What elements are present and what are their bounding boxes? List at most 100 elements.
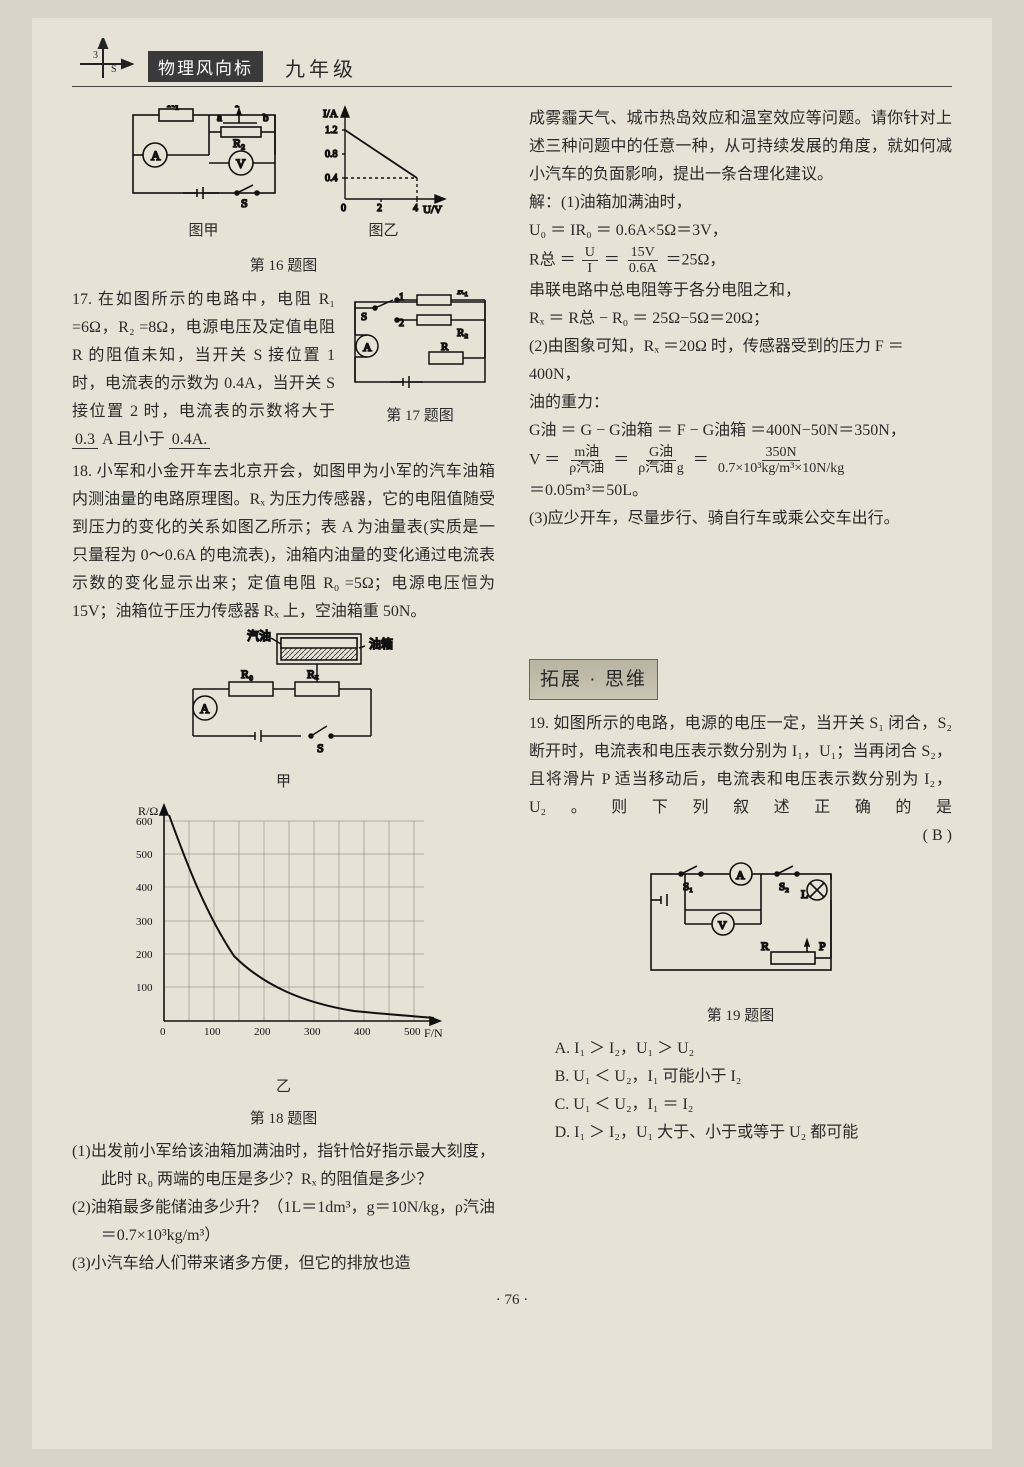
sol-l4: 串联电路中总电阻等于各分电阻之和， xyxy=(529,277,952,305)
svg-text:0.4: 0.4 xyxy=(325,173,338,184)
fig16-chart: I/A U/V 1.2 0.8 0.4 0 2 4 xyxy=(319,105,449,250)
q18-s1: (1)出发前小军给该油箱加满油时，指针恰好指示最大刻度，此时 R₀ 两端的电压是… xyxy=(101,1138,495,1194)
svg-text:b: b xyxy=(263,112,269,124)
svg-text:A: A xyxy=(151,148,161,163)
svg-text:0.8: 0.8 xyxy=(325,149,338,160)
grade-label: 九年级 xyxy=(277,53,357,82)
sol-l5: Rₓ ＝ R总 − R₀ ＝ 25Ω−5Ω＝20Ω； xyxy=(529,305,952,333)
sol-l10: ＝0.05m³＝50L。 xyxy=(529,477,952,505)
svg-text:S: S xyxy=(241,196,248,210)
q19: 19. 如图所示的电路，电源的电压一定，当开关 S₁ 闭合，S₂ 断开时，电流表… xyxy=(529,710,952,860)
q19-opt-d: D. I₁ ＞ I₂，U₁ 大于、小于或等于 U₂ 都可能 xyxy=(555,1119,952,1147)
q19-opt-b: B. U₁ ＜ U₂，I₁ 可能小于 I₂ xyxy=(555,1063,952,1091)
page-number: · 76 · xyxy=(72,1292,952,1309)
content-columns: R₁ a b P R₂ xyxy=(72,105,952,1278)
svg-text:400: 400 xyxy=(136,882,153,894)
svg-text:A: A xyxy=(736,868,745,882)
q17-blank2: 0.4A. xyxy=(169,431,211,449)
fig19: A S₁ S₂ L V R P xyxy=(529,860,952,1029)
svg-text:R₂: R₂ xyxy=(457,327,468,339)
svg-text:3: 3 xyxy=(93,50,98,61)
svg-text:R₀: R₀ xyxy=(241,667,253,681)
svg-text:500: 500 xyxy=(136,849,153,861)
svg-text:R₁: R₁ xyxy=(457,290,468,297)
section-heading: 拓展 · 思维 xyxy=(529,659,658,700)
svg-text:A: A xyxy=(200,701,210,716)
fig18-top-cap: 甲 xyxy=(72,769,495,795)
svg-text:油箱: 油箱 xyxy=(369,636,393,651)
q17-mid: A 且小于 xyxy=(102,431,165,448)
right-column: 成雾霾天气、城市热岛效应和温室效应等问题。请你针对上述三种问题中的任意一种，从可… xyxy=(529,105,952,1278)
svg-text:0: 0 xyxy=(341,203,346,214)
sol-l7: 油的重力： xyxy=(529,389,952,417)
q19-options: A. I₁ ＞ I₂，U₁ ＞ U₂ B. U₁ ＜ U₂，I₁ 可能小于 I₂… xyxy=(529,1035,952,1147)
sol-l8: G油 ＝ G − G油箱 ＝ F − G油箱 ＝400N−50N＝350N， xyxy=(529,417,952,445)
svg-text:R₂: R₂ xyxy=(233,136,245,150)
q19-opt-c: C. U₁ ＜ U₂，I₁ ＝ I₂ xyxy=(555,1091,952,1119)
q19-text: 如图所示的电路，电源的电压一定，当开关 S₁ 闭合，S₂ 断开时，电流表和电压表… xyxy=(529,715,952,816)
svg-text:R: R xyxy=(441,341,449,353)
svg-text:U/V: U/V xyxy=(423,204,442,215)
fig16-caption: 第 16 题图 xyxy=(72,253,495,279)
fig17: S 1 2 R₁ R₂ A R xyxy=(345,290,495,435)
fig16-cap-r: 图乙 xyxy=(368,218,398,244)
svg-text:200: 200 xyxy=(136,949,153,961)
svg-text:V: V xyxy=(718,918,727,932)
sol18: 解：(1)油箱加满油时， U₀ ＝ IR₀ ＝ 0.6A×5Ω＝3V， R总 ＝… xyxy=(529,189,952,533)
q17-num: 17. xyxy=(72,291,92,308)
svg-text:S: S xyxy=(111,64,117,75)
svg-text:4: 4 xyxy=(413,203,418,214)
svg-text:1: 1 xyxy=(399,292,404,303)
sol-l9: V ＝ m油ρ汽油 ＝ G油ρ汽油 g ＝ 350N0.7×10³kg/m³×1… xyxy=(529,445,952,477)
svg-text:S: S xyxy=(361,311,367,323)
q19-opt-a: A. I₁ ＞ I₂，U₁ ＞ U₂ xyxy=(555,1035,952,1063)
svg-text:R: R xyxy=(761,939,769,953)
svg-text:A: A xyxy=(363,340,372,354)
q19-num: 19. xyxy=(529,715,549,732)
fig17-caption: 第 17 题图 xyxy=(386,403,454,429)
q17-text: 在如图所示的电路中，电阻 R₁ =6Ω，R₂ =8Ω，电源电压及定值电阻 R 的… xyxy=(72,291,335,420)
q18-s3: (3)小汽车给人们带来诸多方便，但它的排放也造 xyxy=(101,1250,495,1278)
svg-text:I/A: I/A xyxy=(323,108,338,120)
fig19-caption: 第 19 题图 xyxy=(529,1003,952,1029)
svg-text:0: 0 xyxy=(160,1026,166,1038)
q18-text: 小军和小金开车去北京开会，如图甲为小军的汽车油箱内测油量的电路原理图。Rₓ 为压… xyxy=(72,463,495,620)
svg-text:200: 200 xyxy=(254,1026,271,1038)
svg-text:300: 300 xyxy=(304,1026,321,1038)
svg-text:600: 600 xyxy=(136,816,153,828)
page-header: 3 S 物理风向标 九年级 xyxy=(72,38,952,87)
svg-text:S₂: S₂ xyxy=(779,881,789,893)
sol-l3: R总 ＝ UI ＝ 15V0.6A ＝25Ω， xyxy=(529,245,952,277)
svg-text:2: 2 xyxy=(377,203,382,214)
page: 3 S 物理风向标 九年级 R₁ xyxy=(32,18,992,1449)
q19-answer: B xyxy=(932,827,943,844)
q18-s2: (2)油箱最多能储油多少升？（1L＝1dm³，g＝10N/kg，ρ汽油 ＝0.7… xyxy=(101,1194,495,1250)
svg-text:P: P xyxy=(819,939,826,953)
left-column: R₁ a b P R₂ xyxy=(72,105,495,1278)
sol-l6: (2)由图象可知，Rₓ ＝20Ω 时，传感器受到的压力 F ＝400N， xyxy=(529,333,952,389)
svg-text:汽油: 汽油 xyxy=(247,628,271,643)
sol-l2: U₀ ＝ IR₀ ＝ 0.6A×5Ω＝3V， xyxy=(529,217,952,245)
fig16-circuit: R₁ a b P R₂ xyxy=(119,105,289,250)
svg-text:S: S xyxy=(317,741,324,755)
svg-text:500: 500 xyxy=(404,1026,421,1038)
q18-num: 18. xyxy=(72,463,92,480)
svg-text:100: 100 xyxy=(204,1026,221,1038)
fig16-row: R₁ a b P R₂ xyxy=(72,105,495,250)
svg-text:L: L xyxy=(801,887,808,901)
sol-l11: (3)应少开车，尽量步行、骑自行车或乘公交车出行。 xyxy=(529,505,952,533)
fig18-chart: R/Ω F/N 600 500 400 300 200 100 0 100 20… xyxy=(72,801,495,1100)
svg-text:V: V xyxy=(236,156,246,171)
svg-text:P: P xyxy=(235,105,242,110)
q18-s3b: 成雾霾天气、城市热岛效应和温室效应等问题。请你针对上述三种问题中的任意一种，从可… xyxy=(529,105,952,189)
brand-badge: 物理风向标 xyxy=(148,51,263,82)
svg-text:400: 400 xyxy=(354,1026,371,1038)
q18: 18. 小军和小金开车去北京开会，如图甲为小军的汽车油箱内测油量的电路原理图。R… xyxy=(72,458,495,626)
fig18-circuit: 汽油 油箱 R₀ Rₓ A S xyxy=(72,626,495,795)
sol-l1: 解：(1)油箱加满油时， xyxy=(529,189,952,217)
svg-text:300: 300 xyxy=(136,916,153,928)
svg-text:F/N: F/N xyxy=(424,1026,443,1040)
fig18-chart-cap: 乙 xyxy=(72,1074,495,1100)
svg-text:1.2: 1.2 xyxy=(325,125,338,136)
svg-text:100: 100 xyxy=(136,982,153,994)
